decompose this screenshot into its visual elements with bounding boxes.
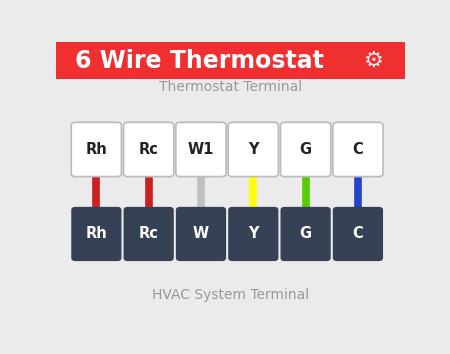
FancyBboxPatch shape — [176, 122, 226, 177]
FancyBboxPatch shape — [333, 207, 383, 261]
Text: HVAC System Terminal: HVAC System Terminal — [152, 287, 309, 302]
FancyBboxPatch shape — [124, 122, 174, 177]
FancyBboxPatch shape — [56, 42, 405, 79]
Text: W: W — [193, 227, 209, 241]
FancyBboxPatch shape — [333, 122, 383, 177]
Text: Y: Y — [248, 142, 259, 157]
FancyBboxPatch shape — [228, 122, 279, 177]
FancyBboxPatch shape — [228, 207, 279, 261]
FancyBboxPatch shape — [176, 207, 226, 261]
Text: ⚙: ⚙ — [364, 51, 383, 71]
Text: 6 Wire Thermostat: 6 Wire Thermostat — [76, 49, 324, 73]
Text: Rc: Rc — [139, 142, 158, 157]
FancyBboxPatch shape — [280, 122, 331, 177]
Text: Y: Y — [248, 227, 259, 241]
Text: Rh: Rh — [86, 142, 107, 157]
FancyBboxPatch shape — [71, 122, 122, 177]
Text: W1: W1 — [188, 142, 214, 157]
Text: G: G — [300, 142, 312, 157]
FancyBboxPatch shape — [124, 207, 174, 261]
Text: C: C — [352, 227, 363, 241]
Text: Rc: Rc — [139, 227, 158, 241]
Text: Thermostat Terminal: Thermostat Terminal — [159, 80, 302, 95]
FancyBboxPatch shape — [280, 207, 331, 261]
Text: Rh: Rh — [86, 227, 107, 241]
FancyBboxPatch shape — [71, 207, 122, 261]
Text: G: G — [300, 227, 312, 241]
Text: C: C — [352, 142, 363, 157]
